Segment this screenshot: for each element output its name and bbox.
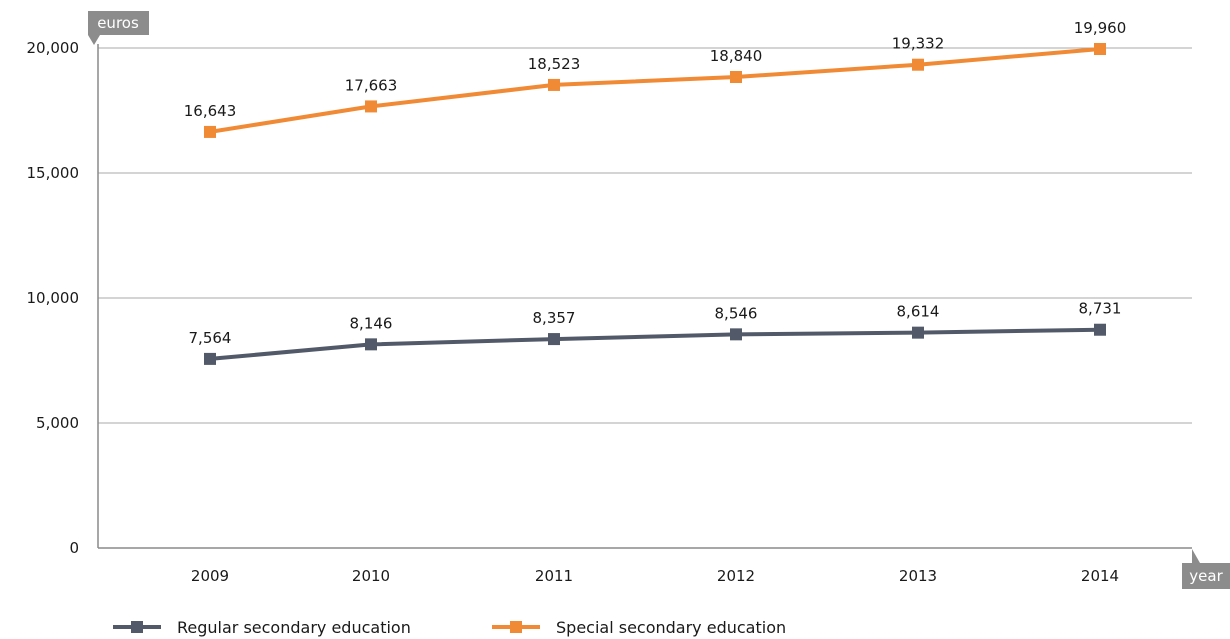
data-label: 7,564 (189, 329, 232, 347)
data-label: 16,643 (184, 102, 237, 120)
legend-item: Regular secondary education (113, 618, 411, 637)
x-tick-label: 2011 (535, 567, 573, 585)
data-point (548, 333, 560, 346)
data-label: 8,146 (350, 314, 393, 332)
x-tick-label: 2010 (352, 567, 390, 585)
y-tick-label: 5,000 (36, 414, 79, 432)
legend: Regular secondary education Special secon… (113, 618, 786, 637)
data-point (1094, 323, 1106, 336)
data-point (730, 71, 742, 83)
y-unit-tag: euros (88, 11, 149, 45)
series-markers (204, 43, 1106, 365)
data-point (730, 328, 742, 341)
x-tick-label: 2012 (717, 567, 755, 585)
data-label: 18,523 (528, 55, 581, 73)
y-tick-label: 15,000 (27, 164, 80, 182)
series-lines (209, 47, 1101, 361)
y-unit-label: euros (97, 14, 139, 32)
x-unit-tag: year (1182, 549, 1230, 589)
series-line (209, 327, 1101, 361)
y-tick-label: 0 (69, 539, 79, 557)
data-point (204, 125, 216, 138)
x-tick-label: 2009 (191, 567, 229, 585)
x-tick-label: 2013 (899, 567, 937, 585)
data-label: 8,546 (715, 304, 758, 322)
data-point (912, 58, 924, 71)
data-label: 19,960 (1074, 19, 1127, 37)
legend-label: Regular secondary education (177, 618, 411, 637)
gridlines (97, 44, 1192, 549)
legend-marker (510, 621, 522, 633)
data-label: 8,357 (533, 309, 576, 327)
data-point (365, 100, 377, 113)
data-label: 19,332 (892, 35, 945, 53)
legend-label: Special secondary education (556, 618, 786, 637)
data-point (204, 352, 216, 365)
x-unit-label: year (1189, 567, 1223, 585)
data-point (365, 338, 377, 351)
data-labels: 7,564 8,146 8,357 8,546 8,614 8,731 16,643 17,6… (184, 19, 1127, 347)
y-tick-label: 10,000 (27, 289, 80, 307)
data-label: 8,614 (897, 303, 940, 321)
data-point (1094, 43, 1106, 55)
data-label: 8,731 (1079, 300, 1122, 318)
legend-item: Special secondary education (492, 618, 786, 637)
data-point (548, 78, 560, 91)
data-label: 18,840 (710, 47, 763, 65)
series-line (209, 47, 1101, 134)
x-axis-ticks: 2009 2010 2011 2012 2013 2014 (191, 567, 1119, 585)
data-label: 17,663 (345, 76, 398, 94)
data-point (912, 326, 924, 339)
legend-marker (131, 621, 143, 633)
x-tick-label: 2014 (1081, 567, 1119, 585)
y-axis-ticks: 0 5,000 10,000 15,000 20,000 (27, 39, 80, 557)
y-tick-label: 20,000 (27, 39, 80, 57)
